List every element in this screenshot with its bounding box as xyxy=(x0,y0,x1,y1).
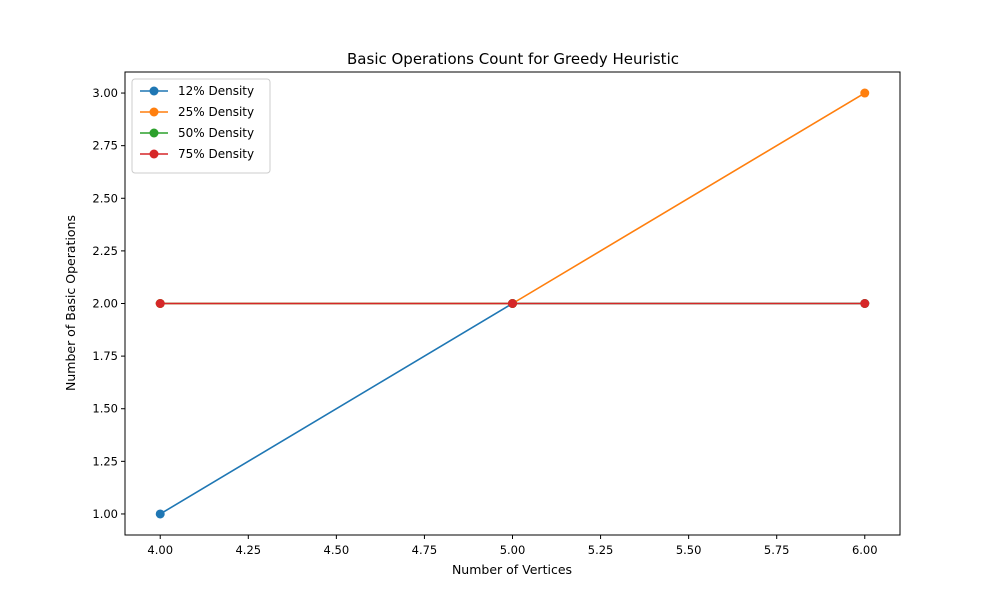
series-1 xyxy=(155,299,870,519)
x-tick-label: 6.00 xyxy=(852,543,878,557)
legend-box xyxy=(131,78,271,174)
x-tick-label: 4.75 xyxy=(412,543,438,557)
x-tick-label: 4.25 xyxy=(235,543,261,557)
legend-label: 50% Density xyxy=(178,126,254,140)
x-tick-label: 5.50 xyxy=(676,543,702,557)
series-line xyxy=(159,302,865,515)
data-point xyxy=(508,299,517,308)
ticks-layer: 4.00 4.25 4.50 4.75 5.00 5.25 5.50 5.75 6.00 1.00… xyxy=(92,86,877,557)
y-tick-label: 1.75 xyxy=(92,349,118,363)
chart-title: Basic Operations Count for Greedy Heuris… xyxy=(347,50,679,68)
legend-marker xyxy=(149,86,159,96)
y-tick-label: 2.50 xyxy=(92,191,118,205)
x-axis-label: Number of Vertices xyxy=(452,562,572,577)
legend-item: 75% Density xyxy=(140,147,254,161)
y-tick-label: 1.50 xyxy=(92,402,118,416)
legend-marker xyxy=(149,107,159,117)
y-axis-label: Number of Basic Operations xyxy=(63,215,78,391)
y-tick-label: 3.00 xyxy=(92,86,118,100)
y-tick-label: 1.00 xyxy=(92,507,118,521)
x-tick-label: 5.75 xyxy=(764,543,790,557)
legend-label: 75% Density xyxy=(178,147,254,161)
legend-item: 12% Density xyxy=(140,84,254,98)
legend-item: 50% Density xyxy=(140,126,254,140)
legend-item: 25% Density xyxy=(140,105,254,119)
x-tick-label: 5.25 xyxy=(588,543,614,557)
x-tick-label: 4.50 xyxy=(324,543,350,557)
y-tick-label: 2.75 xyxy=(92,139,118,153)
series-layer xyxy=(155,88,870,519)
data-point xyxy=(860,88,870,98)
y-tick-label: 2.25 xyxy=(92,244,118,258)
legend-marker xyxy=(149,128,159,138)
series-4 xyxy=(155,299,870,308)
x-tick-label: 4.00 xyxy=(147,543,173,557)
y-tick-label: 2.00 xyxy=(92,297,118,311)
data-point xyxy=(860,299,870,308)
legend: 12% Density 25% Density 50% Density 75% Den… xyxy=(131,78,271,174)
legend-marker xyxy=(149,149,159,159)
y-tick-label: 1.25 xyxy=(92,454,118,468)
legend-label: 25% Density xyxy=(178,105,254,119)
legend-label: 12% Density xyxy=(178,84,254,98)
plot-frame xyxy=(124,71,901,536)
data-point xyxy=(155,509,165,519)
x-tick-label: 5.00 xyxy=(500,543,526,557)
data-point xyxy=(155,299,165,308)
